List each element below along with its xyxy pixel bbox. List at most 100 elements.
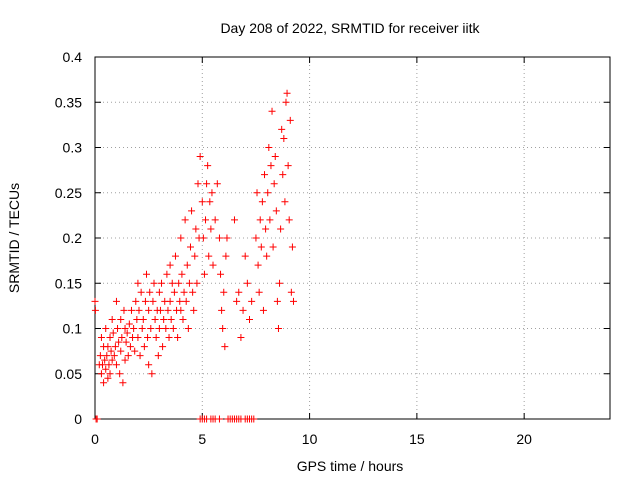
data-point: [215, 234, 223, 242]
y-axis-label: SRMTID / TECUs: [6, 183, 22, 293]
data-point: [283, 89, 291, 97]
data-point: [158, 279, 166, 287]
data-point: [123, 329, 131, 337]
x-tick-label: 20: [516, 431, 532, 447]
data-point: [131, 347, 139, 355]
data-point: [177, 234, 185, 242]
data-points: [91, 89, 297, 423]
data-point: [151, 315, 159, 323]
data-point: [194, 180, 202, 188]
data-point: [143, 270, 150, 278]
data-point: [180, 288, 188, 296]
data-point: [284, 162, 292, 170]
data-point: [235, 288, 243, 296]
data-point: [115, 338, 123, 346]
data-point: [237, 334, 245, 342]
data-point: [265, 144, 273, 151]
data-point: [221, 343, 229, 351]
data-point: [278, 125, 286, 133]
data-point: [97, 370, 105, 378]
data-point: [135, 306, 143, 314]
data-point: [93, 415, 101, 423]
data-point: [167, 315, 175, 323]
data-point: [171, 252, 179, 260]
data-point: [164, 306, 172, 314]
data-point: [246, 315, 253, 323]
data-point: [121, 356, 129, 364]
data-point: [122, 338, 130, 346]
data-point: [134, 279, 142, 287]
data-point: [267, 162, 275, 170]
data-point: [138, 325, 146, 332]
data-point: [152, 334, 160, 342]
data-point: [169, 325, 177, 332]
y-tick-label: 0.3: [63, 140, 83, 156]
data-point: [269, 243, 277, 251]
data-point: [117, 315, 125, 323]
x-axis-label: GPS time / hours: [297, 458, 404, 474]
data-point: [259, 306, 267, 314]
data-point: [168, 279, 176, 287]
data-point: [106, 370, 114, 378]
data-point: [140, 343, 148, 351]
data-point: [165, 334, 173, 342]
data-point: [208, 189, 216, 197]
data-point: [141, 297, 149, 305]
data-point: [248, 297, 256, 305]
x-tick-label: 10: [302, 431, 318, 447]
data-point: [266, 216, 274, 224]
data-point: [272, 207, 280, 215]
data-point: [137, 288, 145, 296]
data-point: [203, 180, 211, 188]
data-point: [134, 334, 142, 342]
data-point: [219, 325, 227, 332]
data-point: [274, 325, 282, 332]
data-point: [222, 252, 230, 260]
data-point: [102, 365, 110, 373]
data-point: [263, 252, 271, 260]
data-point: [154, 352, 162, 360]
data-point: [264, 189, 272, 197]
data-point: [155, 325, 163, 332]
y-tick-label: 0.15: [55, 275, 82, 291]
data-point: [183, 261, 191, 269]
data-point: [159, 343, 167, 351]
data-point: [107, 347, 115, 355]
data-point: [130, 325, 138, 332]
data-point: [149, 297, 157, 305]
data-point: [97, 334, 105, 342]
data-point: [145, 361, 153, 369]
data-point: [204, 162, 212, 170]
y-tick-label: 0.1: [63, 321, 83, 337]
data-point: [104, 343, 112, 351]
data-point: [147, 325, 155, 332]
data-point: [108, 315, 116, 323]
data-point: [206, 198, 214, 206]
x-tick-label: 5: [198, 431, 206, 447]
data-point: [230, 216, 238, 224]
data-point: [91, 306, 99, 314]
data-point: [190, 306, 198, 314]
data-point: [279, 171, 287, 179]
data-point: [106, 334, 114, 342]
data-point: [104, 374, 112, 382]
data-point: [132, 297, 140, 305]
data-point: [112, 361, 120, 369]
data-point: [174, 334, 182, 342]
data-point: [285, 216, 293, 224]
data-point: [121, 325, 129, 332]
data-point: [282, 98, 290, 106]
data-point: [289, 297, 297, 305]
data-point: [209, 261, 217, 269]
chart-title: Day 208 of 2022, SRMTID for receiver iit…: [220, 20, 480, 36]
data-point: [163, 270, 171, 278]
data-point: [91, 297, 99, 305]
data-point: [105, 361, 113, 369]
data-point: [193, 279, 201, 287]
data-point: [199, 234, 207, 242]
data-point: [179, 315, 187, 323]
data-point: [139, 315, 147, 323]
data-point: [280, 134, 288, 142]
data-point: [250, 415, 258, 423]
